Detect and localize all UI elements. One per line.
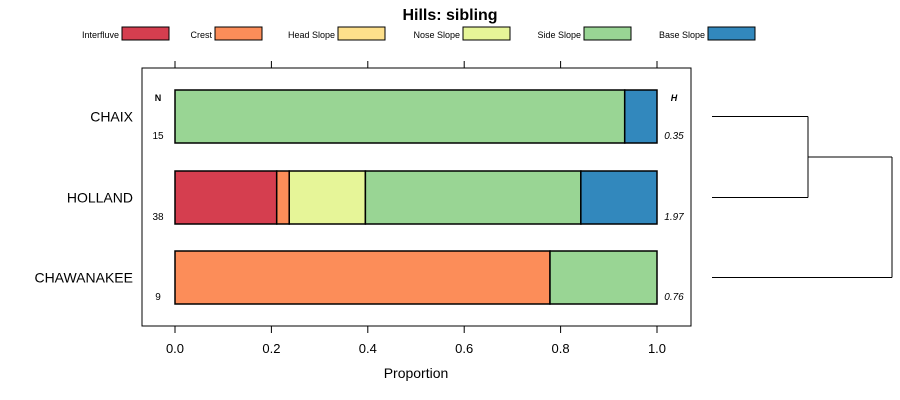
legend-label-crest: Crest (190, 30, 212, 40)
n-column-header: N (155, 93, 162, 103)
row-label-chawanakee: CHAWANAKEE (34, 270, 133, 286)
x-axis: 0.0 0.2 0.4 0.6 0.8 1.0 (166, 326, 666, 356)
legend-swatch-nose-slope (462, 26, 511, 41)
n-value-chawanakee: 9 (155, 292, 161, 303)
x-axis-label: Proportion (384, 365, 449, 381)
h-value-holland: 1.97 (664, 212, 684, 223)
x-tick-label-5: 1.0 (648, 341, 666, 356)
legend-swatch-side-slope (583, 26, 632, 41)
legend-label-side-slope: Side Slope (537, 30, 581, 40)
x-tick-label-3: 0.6 (455, 341, 473, 356)
n-values: 15 38 9 (152, 131, 164, 303)
h-value-chaix: 0.35 (664, 131, 684, 142)
row-label-holland: HOLLAND (67, 190, 133, 206)
dendrogram (712, 116, 893, 278)
row-labels: CHAIX HOLLAND CHAWANAKEE (34, 109, 133, 286)
x-tick-label-2: 0.4 (359, 341, 377, 356)
bar-holland-side-slope (364, 170, 582, 225)
row-label-chaix: CHAIX (90, 109, 133, 125)
bar-chaix-side-slope (174, 89, 626, 144)
legend-label-head-slope: Head Slope (288, 30, 335, 40)
bar-chaix-base-slope (623, 89, 658, 144)
x-tick-label-1: 0.2 (262, 341, 280, 356)
h-value-chawanakee: 0.76 (664, 292, 684, 303)
legend-swatch-interfluve (121, 26, 170, 41)
h-values: 0.35 1.97 0.76 (664, 131, 684, 303)
bar-holland-crest (275, 170, 290, 225)
bar-holland-base-slope (580, 170, 658, 225)
legend-swatch-crest (214, 26, 263, 41)
plot-frame (141, 67, 692, 327)
legend-swatch-base-slope (707, 26, 756, 41)
chart-title: Hills: sibling (402, 7, 497, 24)
legend-label-interfluve: Interfluve (82, 30, 119, 40)
n-value-holland: 38 (152, 212, 164, 223)
x-tick-label-4: 0.8 (552, 341, 570, 356)
stacked-bars (174, 89, 658, 305)
bar-chawanakee-crest (174, 250, 551, 305)
legend-swatch-head-slope (337, 26, 386, 41)
bar-holland-interfluve (174, 170, 278, 225)
h-column-header: H (671, 93, 678, 103)
legend-label-nose-slope: Nose Slope (413, 30, 460, 40)
bar-holland-nose-slope (288, 170, 367, 225)
bar-chawanakee-side-slope (549, 250, 658, 305)
top-axis-ticks (174, 61, 658, 68)
x-tick-label-0: 0.0 (166, 341, 184, 356)
legend: Interfluve Crest Head Slope Nose Slope Side … (82, 26, 756, 41)
n-value-chaix: 15 (152, 131, 164, 142)
legend-label-base-slope: Base Slope (659, 30, 705, 40)
